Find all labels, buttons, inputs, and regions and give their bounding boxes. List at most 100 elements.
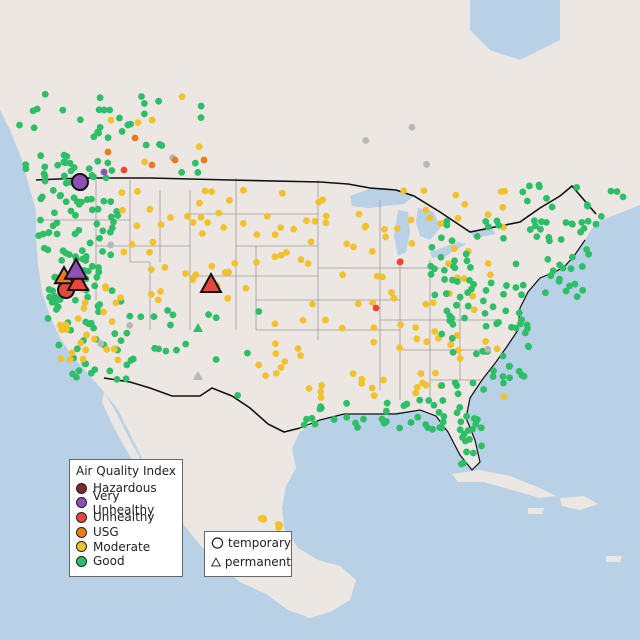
monitor-dot xyxy=(482,322,490,330)
monitor-dot xyxy=(428,243,436,251)
monitor-small-triangle xyxy=(193,323,203,332)
monitor-dot xyxy=(49,187,57,194)
monitor-dot xyxy=(545,234,553,241)
monitor-dot xyxy=(120,166,128,174)
monitor-dot xyxy=(111,330,119,338)
monitor-dot xyxy=(503,282,510,289)
monitor-dot xyxy=(619,193,627,201)
monitor-dot xyxy=(96,123,104,131)
monitor-dot xyxy=(66,356,74,363)
monitor-dot xyxy=(461,201,469,208)
monitor-dot xyxy=(107,241,115,249)
monitor-type-legend: temporary permanent xyxy=(204,531,292,577)
monitor-dot xyxy=(431,328,439,335)
legend-label: Unhealthy xyxy=(93,510,155,525)
legend-swatch xyxy=(76,541,87,553)
monitor-dot xyxy=(484,260,492,267)
monitor-dot xyxy=(182,270,190,277)
monitor-dot xyxy=(104,148,112,156)
monitor-dot xyxy=(368,384,376,392)
monitor-dot xyxy=(370,338,378,346)
monitor-dot xyxy=(497,188,505,196)
monitor-dot xyxy=(556,261,563,269)
monitor-dot xyxy=(299,316,307,324)
monitor-dot xyxy=(133,188,141,195)
monitor-dot xyxy=(197,213,205,221)
monitor-dot xyxy=(425,397,433,404)
monitor-dot xyxy=(122,375,130,383)
monitor-dot xyxy=(479,297,487,305)
monitor-dot xyxy=(422,421,430,428)
monitor-dot xyxy=(370,324,378,332)
monitor-dot xyxy=(84,293,91,301)
monitor-dot xyxy=(191,159,199,167)
monitor-dot xyxy=(349,370,357,378)
monitor-dot xyxy=(580,224,588,232)
monitor-dot xyxy=(55,341,63,349)
monitor-dot xyxy=(60,151,68,159)
monitor-dot xyxy=(567,265,575,273)
monitor-markers xyxy=(16,90,627,531)
monitor-dot xyxy=(72,211,79,219)
legend-type-label: permanent xyxy=(224,554,291,569)
monitor-dot xyxy=(182,340,190,348)
monitor-dot xyxy=(157,288,164,295)
land-puerto-rico xyxy=(606,556,622,562)
monitor-dot xyxy=(460,275,468,283)
monitor-dot xyxy=(442,290,450,298)
monitor-dot xyxy=(469,292,477,300)
monitor-dot xyxy=(453,382,461,389)
monitor-dot xyxy=(234,391,242,399)
monitor-dot xyxy=(57,355,65,363)
monitor-dot xyxy=(37,216,44,224)
monitor-dot xyxy=(526,226,534,233)
legend-item-hazardous: Hazardous xyxy=(76,481,182,496)
monitor-dot xyxy=(439,397,447,404)
monitor-dot xyxy=(523,321,531,329)
monitor-dot xyxy=(354,300,362,308)
monitor-dot xyxy=(484,211,492,219)
monitor-dot xyxy=(69,370,76,378)
monitor-dot xyxy=(525,343,533,351)
monitor-dot xyxy=(51,209,58,217)
monitor-dot xyxy=(44,246,52,254)
monitor-dot xyxy=(311,420,319,428)
monitor-dot xyxy=(271,231,279,238)
monitor-dot xyxy=(317,388,325,396)
legend-item-unhealthy: Unhealthy xyxy=(76,510,182,525)
monitor-dot xyxy=(521,329,529,337)
monitor-dot xyxy=(272,370,280,377)
monitor-dot xyxy=(422,300,430,308)
monitor-dot xyxy=(449,348,457,356)
legend-item-usg: USG xyxy=(76,525,182,540)
monitor-dot xyxy=(204,219,212,226)
monitor-dot xyxy=(196,199,203,207)
monitor-dot xyxy=(437,253,445,261)
monitor-dot xyxy=(526,182,533,190)
monitor-dot xyxy=(519,188,527,196)
monitor-dot xyxy=(361,223,369,231)
monitor-dot xyxy=(75,226,83,234)
legend-label: Hazardous xyxy=(93,481,157,496)
monitor-dot xyxy=(400,187,408,195)
monitor-dot xyxy=(112,299,120,307)
monitor-dot xyxy=(317,394,325,401)
monitor-dot xyxy=(431,291,439,299)
monitor-dot xyxy=(520,372,528,380)
triangle-icon xyxy=(211,556,221,566)
monitor-dot xyxy=(322,212,330,220)
monitor-dot xyxy=(506,374,513,382)
monitor-dot xyxy=(242,284,250,292)
monitor-dot xyxy=(255,361,263,369)
monitor-dot xyxy=(103,345,111,353)
monitor-dot xyxy=(607,187,615,195)
monitor-dot xyxy=(164,307,171,314)
monitor-dot xyxy=(318,381,326,389)
monitor-dot xyxy=(95,308,102,316)
monitor-dot xyxy=(131,134,139,142)
monitor-dot xyxy=(584,217,592,225)
monitor-dot xyxy=(464,302,472,310)
monitor-dot xyxy=(41,177,49,185)
monitor-dot xyxy=(70,194,78,202)
monitor-dot xyxy=(75,367,83,375)
